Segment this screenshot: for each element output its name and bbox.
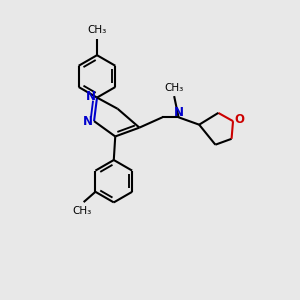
Text: N: N [85, 90, 95, 103]
Text: CH₃: CH₃ [73, 206, 92, 216]
Text: O: O [235, 113, 244, 126]
Text: N: N [174, 106, 184, 118]
Text: N: N [82, 115, 93, 128]
Text: CH₃: CH₃ [164, 82, 184, 93]
Text: CH₃: CH₃ [87, 26, 106, 35]
